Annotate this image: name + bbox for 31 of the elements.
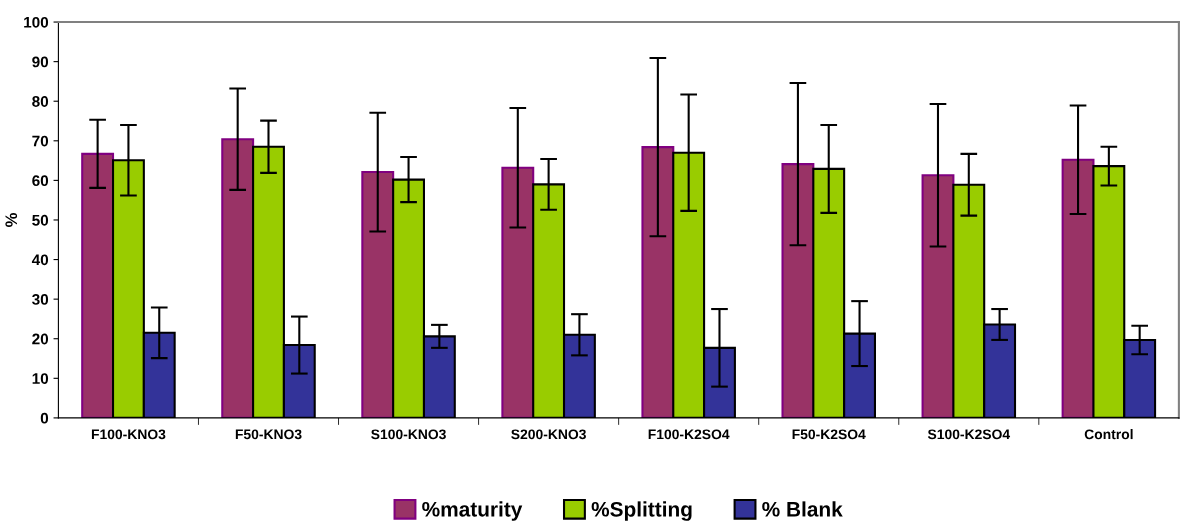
y-tick-label: 20: [32, 333, 49, 345]
bar: [501, 166, 535, 418]
bar: [1061, 158, 1095, 418]
x-tick-label: F100-K2SO4: [648, 429, 730, 440]
y-tick-label: 0: [40, 412, 49, 424]
legend-label: %Splitting: [591, 501, 692, 521]
bar: [221, 138, 255, 418]
legend-label: %maturity: [422, 501, 523, 521]
y-tick-label: 50: [32, 214, 49, 226]
bar: [361, 171, 395, 418]
x-tick-label: S100-KNO3: [371, 429, 446, 440]
bar: [921, 174, 955, 418]
bar: [641, 146, 675, 418]
y-tick-label: 100: [24, 16, 49, 28]
y-tick-label: 80: [32, 96, 49, 107]
y-tick-label: 60: [32, 175, 49, 187]
y-tick-label: 40: [31, 254, 49, 266]
legend-label: % Blank: [762, 501, 843, 517]
x-tick-label: S200-KNO3: [511, 429, 586, 440]
x-tick-label: S100-K2SO4: [927, 429, 1011, 440]
y-tick-label: 90: [32, 56, 49, 68]
bar: [81, 152, 115, 418]
x-tick-label: Control: [1084, 429, 1133, 440]
y-tick-label: 10: [32, 373, 49, 384]
x-tick-label: F50-K2SO4: [792, 429, 866, 440]
y-axis-title: %: [5, 213, 18, 227]
bar: [781, 163, 815, 418]
y-tick-label: 70: [32, 135, 49, 147]
x-tick-label: F50-KNO3: [235, 429, 302, 440]
x-tick-label: F100-KNO3: [91, 429, 166, 440]
y-tick-label: 30: [32, 294, 49, 305]
